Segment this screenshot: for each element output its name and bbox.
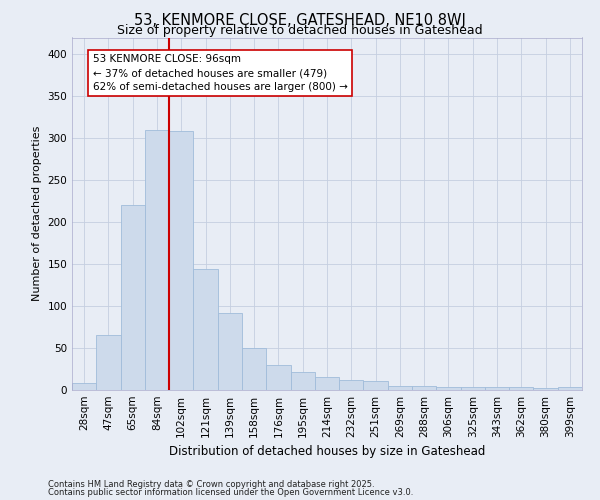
- Bar: [339, 380, 364, 390]
- Bar: [145, 130, 169, 390]
- Bar: [533, 388, 558, 390]
- Text: 53 KENMORE CLOSE: 96sqm
← 37% of detached houses are smaller (479)
62% of semi-d: 53 KENMORE CLOSE: 96sqm ← 37% of detache…: [92, 54, 347, 92]
- Bar: [364, 381, 388, 390]
- Bar: [169, 132, 193, 390]
- Bar: [436, 386, 461, 390]
- Text: Contains public sector information licensed under the Open Government Licence v3: Contains public sector information licen…: [48, 488, 413, 497]
- Bar: [461, 386, 485, 390]
- Text: Size of property relative to detached houses in Gateshead: Size of property relative to detached ho…: [117, 24, 483, 37]
- Bar: [242, 348, 266, 390]
- Bar: [193, 269, 218, 390]
- Bar: [218, 313, 242, 390]
- X-axis label: Distribution of detached houses by size in Gateshead: Distribution of detached houses by size …: [169, 446, 485, 458]
- Bar: [485, 388, 509, 390]
- Bar: [72, 384, 96, 390]
- Bar: [121, 206, 145, 390]
- Bar: [509, 388, 533, 390]
- Bar: [315, 378, 339, 390]
- Text: 53, KENMORE CLOSE, GATESHEAD, NE10 8WJ: 53, KENMORE CLOSE, GATESHEAD, NE10 8WJ: [134, 12, 466, 28]
- Bar: [412, 386, 436, 390]
- Text: Contains HM Land Registry data © Crown copyright and database right 2025.: Contains HM Land Registry data © Crown c…: [48, 480, 374, 489]
- Bar: [96, 336, 121, 390]
- Y-axis label: Number of detached properties: Number of detached properties: [32, 126, 42, 302]
- Bar: [290, 372, 315, 390]
- Bar: [558, 386, 582, 390]
- Bar: [388, 386, 412, 390]
- Bar: [266, 365, 290, 390]
